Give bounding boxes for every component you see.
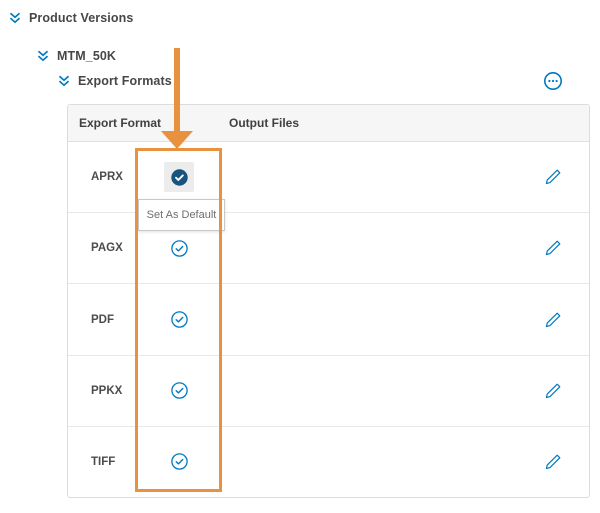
edit-button[interactable] <box>544 381 564 401</box>
table-row-ppkx: PPKX <box>68 355 589 427</box>
set-default-checkbox[interactable] <box>164 305 194 335</box>
tooltip-label: Set As Default <box>146 209 217 221</box>
chevron-double-down-icon[interactable] <box>36 49 50 63</box>
set-default-checkbox[interactable] <box>164 233 194 263</box>
table-header-row: Export Format Output Files <box>68 105 589 142</box>
export-formats-table: Export Format Output Files APRX PAGX P <box>67 104 590 498</box>
set-as-default-tooltip: Set As Default <box>138 199 225 231</box>
annotation-arrow-shaft <box>174 48 180 132</box>
check-circle-icon <box>170 240 188 257</box>
pencil-icon <box>545 454 561 470</box>
table-row-pdf: PDF <box>68 284 589 356</box>
tree-item-product-versions[interactable]: Product Versions <box>8 11 133 25</box>
pencil-icon <box>545 312 561 327</box>
tree-item-mtm-50k[interactable]: MTM_50K <box>36 49 116 63</box>
column-header-export-format: Export Format <box>79 116 162 130</box>
pencil-icon <box>545 169 561 185</box>
format-label: PDF <box>91 313 114 326</box>
pencil-icon <box>545 240 561 256</box>
format-label: PAGX <box>91 242 123 255</box>
set-default-checkbox[interactable] <box>164 376 194 406</box>
table-row-tiff: TIFF <box>68 426 589 498</box>
edit-button[interactable] <box>544 238 564 258</box>
tree-label-product-versions: Product Versions <box>29 11 134 25</box>
edit-button[interactable] <box>544 310 564 330</box>
edit-button[interactable] <box>544 167 564 187</box>
pencil-icon <box>545 383 561 398</box>
format-label: APRX <box>91 171 123 184</box>
format-label: TIFF <box>91 455 116 468</box>
set-default-checkbox-selected[interactable] <box>164 162 194 193</box>
set-default-checkbox[interactable] <box>164 447 194 477</box>
format-label: PPKX <box>91 384 123 397</box>
tree-label-mtm-50k: MTM_50K <box>57 49 117 63</box>
ellipsis-circle-icon <box>543 71 563 91</box>
tree-item-export-formats[interactable]: Export Formats <box>57 74 172 88</box>
column-header-output-files: Output Files <box>229 116 299 130</box>
check-circle-icon <box>170 382 188 399</box>
check-circle-filled-icon <box>170 168 188 186</box>
chevron-double-down-icon[interactable] <box>57 74 71 88</box>
more-options-button[interactable] <box>543 71 563 91</box>
check-circle-icon <box>170 311 188 328</box>
edit-button[interactable] <box>544 452 564 472</box>
table-body: APRX PAGX PDF <box>68 142 589 498</box>
check-circle-icon <box>170 453 188 471</box>
annotation-arrow-head-icon <box>161 131 193 149</box>
chevron-double-down-icon[interactable] <box>8 11 22 25</box>
tree-label-export-formats: Export Formats <box>78 74 172 88</box>
